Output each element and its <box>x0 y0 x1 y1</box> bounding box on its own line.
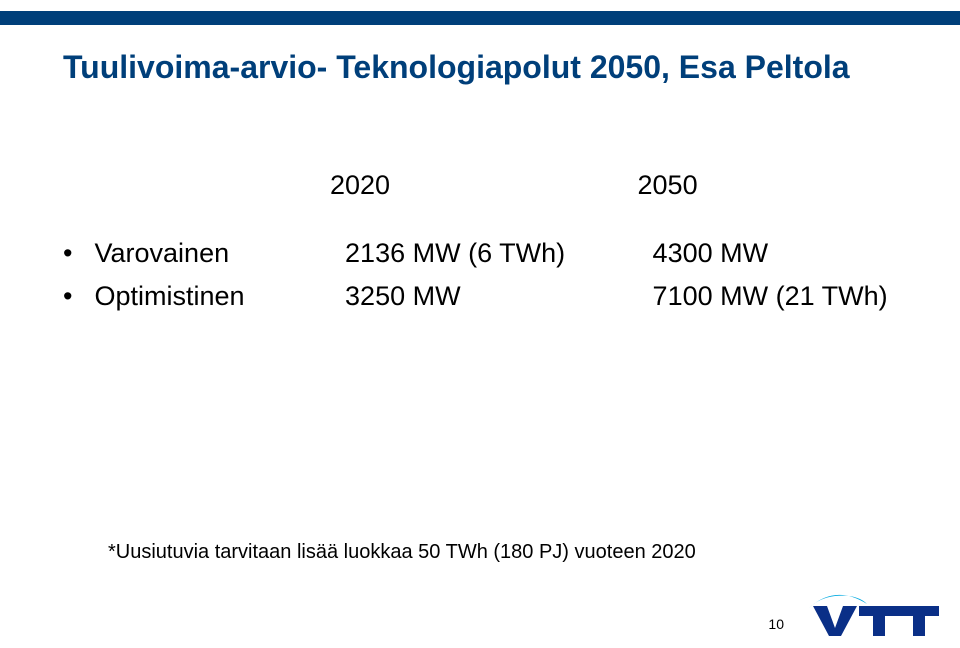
footnote: *Uusiutuvia tarvitaan lisää luokkaa 50 T… <box>108 541 696 564</box>
year-header-row: 2020 2050 <box>330 170 698 201</box>
top-bar <box>0 11 960 25</box>
row-value-2050: 7100 MW (21 TWh) <box>653 281 888 312</box>
slide-title: Tuulivoima-arvio- Teknologiapolut 2050, … <box>63 49 850 86</box>
bullet-dot-icon: • <box>63 238 87 269</box>
bullet-row: • Varovainen 2136 MW (6 TWh) 4300 MW <box>63 238 888 269</box>
row-label: Optimistinen <box>95 281 338 312</box>
row-value-2020: 2136 MW (6 TWh) <box>345 238 645 269</box>
page-number: 10 <box>768 616 784 632</box>
year-header-2020: 2020 <box>330 170 630 201</box>
row-value-2020: 3250 MW <box>345 281 645 312</box>
bullet-row: • Optimistinen 3250 MW 7100 MW (21 TWh) <box>63 281 888 312</box>
logo-letters <box>813 606 939 636</box>
slide: Tuulivoima-arvio- Teknologiapolut 2050, … <box>0 0 960 648</box>
bullet-dot-icon: • <box>63 281 87 312</box>
bullet-list: • Varovainen 2136 MW (6 TWh) 4300 MW • O… <box>63 238 888 324</box>
row-value-2050: 4300 MW <box>653 238 769 269</box>
row-label: Varovainen <box>95 238 338 269</box>
vtt-logo <box>807 588 942 638</box>
year-header-2050: 2050 <box>638 170 698 201</box>
